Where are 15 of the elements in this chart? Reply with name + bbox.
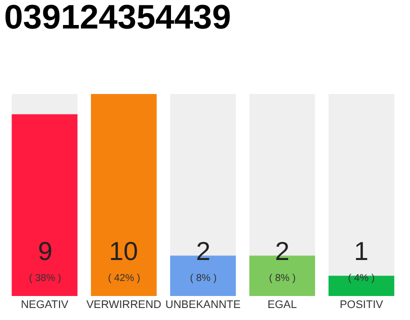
data-label: 9: [38, 236, 52, 266]
annotation: ( 8% ): [269, 273, 296, 284]
data-label: 10: [109, 236, 138, 266]
x-tick-label: POSITIV: [340, 299, 384, 311]
x-tick-label: UNBEKANNTE: [165, 299, 241, 311]
x-tick-label: VERWIRREND: [86, 299, 162, 311]
data-label: 1: [354, 236, 368, 266]
chart-title: 039124354439: [4, 0, 232, 37]
annotation: ( 38% ): [29, 273, 62, 284]
annotation: ( 42% ): [108, 273, 140, 284]
annotation: ( 8% ): [190, 273, 217, 284]
x-tick-label: EGAL: [268, 299, 297, 311]
bar: [328, 276, 394, 296]
annotation: ( 4% ): [348, 273, 375, 284]
x-tick-label: NEGATIV: [20, 299, 69, 311]
